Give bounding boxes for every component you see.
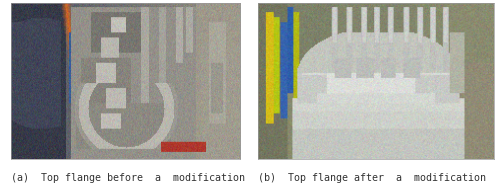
Text: (b)  Top flange after  a  modification: (b) Top flange after a modification (258, 173, 486, 183)
Text: (a)  Top flange before  a  modification: (a) Top flange before a modification (11, 173, 245, 183)
